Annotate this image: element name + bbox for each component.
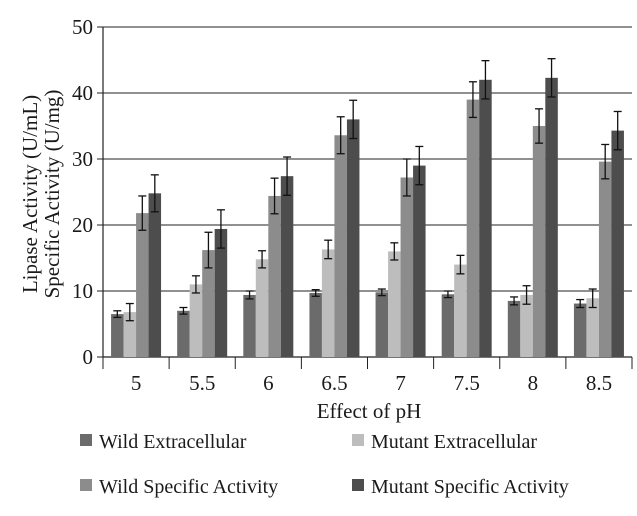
bar bbox=[189, 284, 203, 357]
bar bbox=[214, 228, 228, 357]
bar bbox=[413, 165, 426, 357]
y-tick-label: 40 bbox=[72, 81, 93, 105]
bar bbox=[388, 251, 401, 357]
x-tick-label: 5.5 bbox=[189, 371, 215, 395]
x-tick-label: 7.5 bbox=[454, 371, 480, 395]
x-tick-label: 8 bbox=[528, 371, 539, 395]
bar bbox=[375, 292, 389, 357]
bar bbox=[280, 176, 294, 357]
legend-swatch bbox=[80, 434, 92, 446]
legend-label: Mutant Extracellular bbox=[371, 431, 537, 453]
y-tick-label: 10 bbox=[72, 279, 93, 303]
legend-swatch bbox=[352, 434, 364, 446]
bar bbox=[309, 292, 322, 357]
bar bbox=[334, 135, 347, 357]
y-tick-label: 20 bbox=[72, 213, 93, 237]
x-axis-title: Effect of pH bbox=[317, 399, 422, 423]
bars bbox=[111, 77, 624, 358]
legend-swatch bbox=[80, 479, 92, 491]
bar bbox=[545, 77, 558, 357]
x-tick-label: 6 bbox=[263, 371, 274, 395]
legend-label: Mutant Specific Activity bbox=[371, 476, 569, 498]
y-tick-label: 50 bbox=[72, 15, 93, 39]
bar bbox=[136, 213, 149, 357]
bar bbox=[466, 99, 480, 357]
bar bbox=[598, 161, 612, 357]
bar bbox=[441, 294, 455, 357]
legend-label: Wild Extracellular bbox=[99, 431, 247, 453]
bar bbox=[123, 312, 137, 357]
bar bbox=[573, 303, 587, 357]
bar bbox=[268, 195, 281, 357]
legend-swatch bbox=[352, 479, 364, 491]
y-tick-label: 0 bbox=[83, 345, 94, 369]
bar bbox=[454, 264, 467, 357]
y-axis-title-line-1: Lipase Activity (U/mL) bbox=[18, 95, 42, 293]
x-tick-label: 6.5 bbox=[321, 371, 347, 395]
bar bbox=[202, 250, 215, 357]
y-axis-title-line-2: Specific Activity (U/mg) bbox=[40, 90, 64, 299]
bar bbox=[532, 126, 546, 357]
error-bars bbox=[113, 58, 622, 322]
x-tick-label: 5 bbox=[131, 371, 142, 395]
y-tick-label: 30 bbox=[72, 147, 93, 171]
bar bbox=[507, 300, 521, 357]
bar bbox=[148, 193, 162, 357]
bar bbox=[321, 249, 335, 357]
bar bbox=[400, 177, 414, 357]
x-tick-label: 8.5 bbox=[586, 371, 612, 395]
bar bbox=[479, 79, 492, 358]
bar bbox=[177, 310, 190, 357]
bar bbox=[346, 119, 360, 358]
bar bbox=[586, 298, 599, 357]
legend-label: Wild Specific Activity bbox=[99, 476, 278, 498]
bar bbox=[611, 130, 624, 357]
bar bbox=[111, 314, 124, 357]
legend: Wild Extracellular Mutant Extracellular Wi… bbox=[80, 431, 569, 498]
bar bbox=[520, 294, 533, 357]
bar bbox=[243, 294, 256, 357]
bar bbox=[255, 259, 269, 357]
axis-labels: Effect of pH Lipase Activity (U/mL) Spec… bbox=[18, 90, 421, 423]
x-tick-label: 7 bbox=[395, 371, 406, 395]
